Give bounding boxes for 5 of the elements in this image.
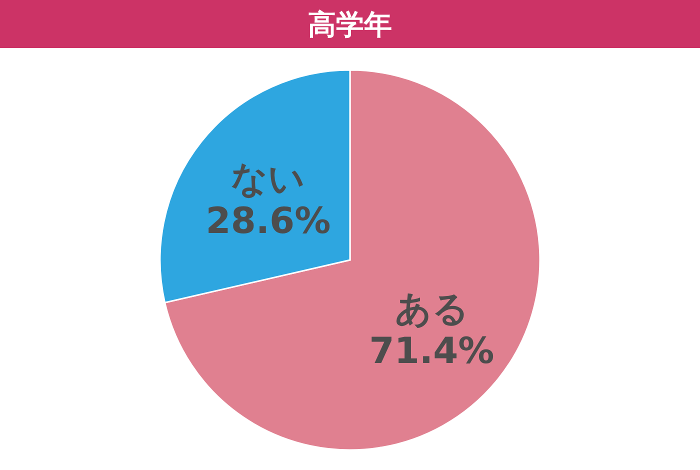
data-label: 71.4% xyxy=(369,331,494,372)
slice-label: ない xyxy=(231,158,306,200)
data-label: 28.6% xyxy=(206,200,331,242)
slice-label: ある xyxy=(394,289,469,330)
chart-title: 高学年 xyxy=(308,8,392,41)
